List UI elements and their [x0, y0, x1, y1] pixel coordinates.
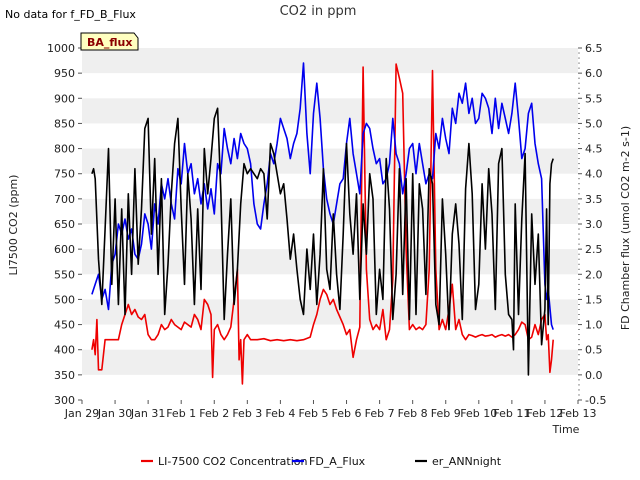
grid-band	[82, 249, 578, 275]
x-tick-label: Feb 6	[332, 407, 362, 420]
left-tick-label: 800	[54, 143, 75, 156]
legend: LI-7500 CO2 Concentration FD_A_Flux er_ANN…	[141, 455, 502, 468]
right-tick-label: 6.0	[585, 67, 603, 80]
x-tick-label: Feb 13	[560, 407, 597, 420]
legend-label: er_ANNnight	[432, 455, 502, 468]
x-tick-label: Feb 11	[493, 407, 530, 420]
chart-title: CO2 in ppm	[280, 4, 357, 19]
x-tick-label: Feb 8	[398, 407, 428, 420]
legend-label: FD_A_Flux	[309, 455, 366, 468]
right-tick-label: 4.0	[585, 168, 603, 181]
right-tick-label: 4.5	[585, 143, 603, 156]
ba-flux-badge: BA_flux	[80, 32, 139, 51]
left-tick-label: 550	[54, 268, 75, 281]
left-tick-label: 1000	[47, 42, 75, 55]
right-tick-label: 3.0	[585, 218, 603, 231]
no-data-note: No data for f_FD_B_Flux	[5, 8, 136, 21]
x-tick-label: Feb 7	[365, 407, 395, 420]
left-tick-label: 350	[54, 369, 75, 382]
legend-label: LI-7500 CO2 Concentration	[158, 455, 308, 468]
x-tick-label: Jan 31	[130, 407, 165, 420]
x-tick-label: Jan 30	[97, 407, 132, 420]
x-tick-label: Feb 1	[166, 407, 196, 420]
right-tick-label: 2.5	[585, 243, 603, 256]
x-tick-label: Feb 2	[199, 407, 229, 420]
right-axis: -0.5 0.0 0.5 1.0 1.5 2.0 2.5 3.0 3.5 4.0 4.5 5.0 5.5…	[578, 42, 606, 407]
left-tick-label: 500	[54, 293, 75, 306]
right-tick-label: 5.0	[585, 117, 603, 130]
x-tick-label: Feb 5	[298, 407, 328, 420]
right-axis-label: FD Chamber flux (umol CO2 m-2 s-1)	[619, 126, 632, 330]
right-tick-label: 2.0	[585, 268, 603, 281]
badge-label: BA_flux	[87, 36, 132, 49]
right-tick-label: 1.0	[585, 319, 603, 332]
grid-band	[82, 48, 578, 74]
right-tick-label: 0.5	[585, 344, 603, 357]
right-tick-label: 3.5	[585, 193, 603, 206]
right-tick-label: 1.5	[585, 293, 603, 306]
x-tick-label: Feb 9	[431, 407, 461, 420]
left-tick-label: 700	[54, 193, 75, 206]
right-tick-label: 0.0	[585, 369, 603, 382]
series-line-2	[91, 62, 554, 330]
series-lines	[91, 62, 554, 385]
left-tick-label: 850	[54, 117, 75, 130]
right-tick-label: 5.5	[585, 92, 603, 105]
left-tick-label: 300	[54, 394, 75, 407]
left-tick-label: 450	[54, 319, 75, 332]
series-line-3	[91, 107, 554, 376]
x-tick-label: Feb 3	[232, 407, 262, 420]
series-line-1	[91, 63, 554, 385]
x-tick-label: Feb 10	[460, 407, 497, 420]
x-axis-label: Time	[552, 423, 580, 436]
left-tick-label: 650	[54, 218, 75, 231]
left-tick-label: 600	[54, 243, 75, 256]
x-tick-label: Feb 12	[526, 407, 563, 420]
right-tick-label: 6.5	[585, 42, 603, 55]
left-axis: 300 350 400 450 500 550 600 650 700 750 800 850 900 9…	[47, 42, 82, 407]
left-tick-label: 900	[54, 92, 75, 105]
left-tick-label: 750	[54, 168, 75, 181]
grid-band	[82, 148, 578, 174]
left-tick-label: 400	[54, 344, 75, 357]
x-tick-label: Feb 4	[265, 407, 295, 420]
right-tick-label: -0.5	[585, 394, 606, 407]
grid-band	[82, 349, 578, 375]
x-tick-label: Jan 29	[64, 407, 99, 420]
left-tick-label: 950	[54, 67, 75, 80]
left-axis-label: LI7500 CO2 (ppm)	[7, 175, 20, 276]
